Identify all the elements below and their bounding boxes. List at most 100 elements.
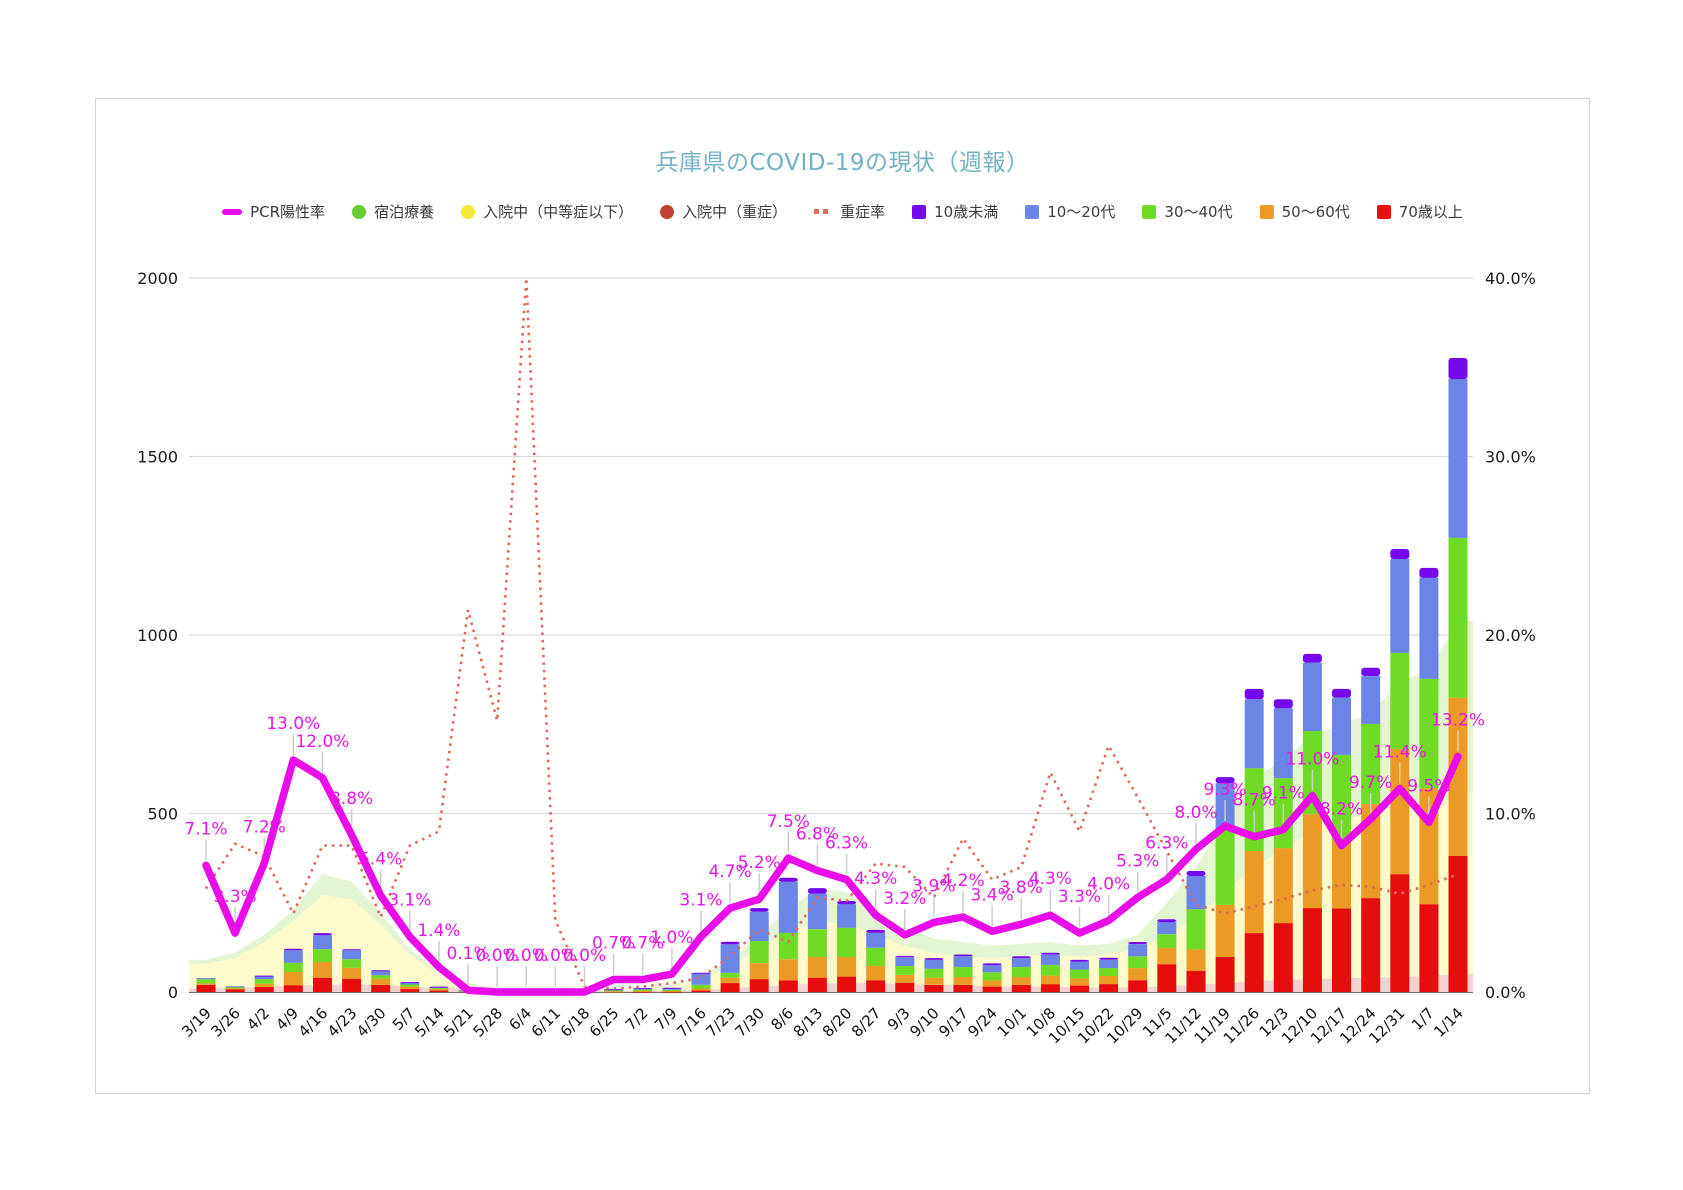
bar-segment[interactable] <box>196 978 216 980</box>
bar-segment[interactable] <box>982 986 1002 992</box>
bar-segment[interactable] <box>1099 959 1119 969</box>
bar-segment[interactable] <box>1390 549 1410 559</box>
bar-segment[interactable] <box>1040 975 1060 985</box>
bar-segment[interactable] <box>371 975 391 979</box>
bar-segment[interactable] <box>1011 977 1031 985</box>
bar-segment[interactable] <box>691 984 711 989</box>
bar-segment[interactable] <box>749 979 769 992</box>
bar-segment[interactable] <box>1332 697 1351 755</box>
bar-segment[interactable] <box>371 978 391 985</box>
legend-item-0[interactable]: PCR陽性率 <box>222 201 325 222</box>
bar-segment[interactable] <box>1011 958 1031 967</box>
bar-segment[interactable] <box>1419 678 1439 789</box>
bar-segment[interactable] <box>1448 856 1468 992</box>
bar-segment[interactable] <box>662 989 682 991</box>
bar-segment[interactable] <box>1332 840 1351 909</box>
bar-segment[interactable] <box>1215 777 1235 784</box>
bar-segment[interactable] <box>313 962 332 978</box>
legend-item-9[interactable]: 70歳以上 <box>1376 201 1463 222</box>
bar-segment[interactable] <box>662 990 682 992</box>
bar-segment[interactable] <box>691 972 711 974</box>
bar-segment[interactable] <box>1070 985 1089 992</box>
bar-segment[interactable] <box>807 957 827 978</box>
bar-segment[interactable] <box>1244 699 1264 769</box>
bar-segment[interactable] <box>1390 652 1410 749</box>
bar-segment[interactable] <box>342 959 362 968</box>
bar-segment[interactable] <box>1244 688 1264 700</box>
bar-segment[interactable] <box>633 989 653 991</box>
bar-segment[interactable] <box>1128 942 1148 945</box>
bar-segment[interactable] <box>1273 699 1293 709</box>
bar-segment[interactable] <box>254 987 274 992</box>
bar-segment[interactable] <box>895 982 915 992</box>
legend-item-2[interactable]: 入院中（中等症以下） <box>461 201 633 222</box>
bar-segment[interactable] <box>225 989 245 992</box>
bar-segment[interactable] <box>837 904 857 928</box>
bar-segment[interactable] <box>254 975 274 980</box>
bar-segment[interactable] <box>924 977 944 985</box>
bar-segment[interactable] <box>633 988 653 990</box>
bar-segment[interactable] <box>1273 923 1293 992</box>
bar-segment[interactable] <box>1361 898 1381 992</box>
bar-segment[interactable] <box>924 959 944 969</box>
bar-segment[interactable] <box>1011 967 1031 977</box>
bar-segment[interactable] <box>924 968 944 978</box>
bar-segment[interactable] <box>604 990 624 992</box>
bar-segment[interactable] <box>633 991 653 993</box>
bar-segment[interactable] <box>720 983 740 992</box>
bar-segment[interactable] <box>1128 944 1148 957</box>
bar-segment[interactable] <box>662 991 682 993</box>
bar-segment[interactable] <box>837 927 857 957</box>
bar-segment[interactable] <box>371 984 391 992</box>
bar-segment[interactable] <box>1186 876 1206 910</box>
bar-segment[interactable] <box>1040 952 1060 955</box>
bar-segment[interactable] <box>342 949 362 951</box>
bar-segment[interactable] <box>1390 874 1410 992</box>
bar-segment[interactable] <box>895 957 915 966</box>
bar-segment[interactable] <box>429 990 449 992</box>
bar-segment[interactable] <box>1302 653 1322 663</box>
bar-segment[interactable] <box>1157 948 1177 965</box>
bar-segment[interactable] <box>604 989 624 991</box>
bar-segment[interactable] <box>1244 851 1264 934</box>
bar-segment[interactable] <box>1099 984 1119 992</box>
bar-segment[interactable] <box>866 965 886 981</box>
bar-segment[interactable] <box>1040 954 1060 965</box>
bar-segment[interactable] <box>313 935 332 950</box>
bar-segment[interactable] <box>1361 723 1381 804</box>
bar-segment[interactable] <box>1157 934 1177 949</box>
bar-segment[interactable] <box>720 977 740 984</box>
bar-segment[interactable] <box>720 972 740 978</box>
bar-segment[interactable] <box>720 941 740 945</box>
bar-segment[interactable] <box>283 948 303 951</box>
bar-segment[interactable] <box>982 963 1002 966</box>
bar-segment[interactable] <box>837 976 857 992</box>
bar-segment[interactable] <box>778 877 798 882</box>
bar-segment[interactable] <box>313 949 332 963</box>
bar-segment[interactable] <box>1302 814 1322 909</box>
bar-segment[interactable] <box>283 972 303 986</box>
bar-segment[interactable] <box>1448 379 1468 538</box>
bar-segment[interactable] <box>1070 959 1089 962</box>
bar-segment[interactable] <box>254 975 274 977</box>
bar-segment[interactable] <box>342 950 362 960</box>
bar-segment[interactable] <box>1361 667 1381 676</box>
bar-segment[interactable] <box>283 950 303 963</box>
bar-segment[interactable] <box>662 988 682 990</box>
bar-segment[interactable] <box>1332 688 1351 698</box>
bar-segment[interactable] <box>749 963 769 980</box>
bar-segment[interactable] <box>807 977 827 992</box>
bar-segment[interactable] <box>1099 968 1119 976</box>
bar-segment[interactable] <box>778 932 798 960</box>
bar-segment[interactable] <box>749 911 769 941</box>
bar-segment[interactable] <box>982 972 1002 981</box>
bar-segment[interactable] <box>400 984 420 987</box>
bar-segment[interactable] <box>691 973 711 985</box>
bar-segment[interactable] <box>400 986 420 990</box>
bar-segment[interactable] <box>604 991 624 993</box>
bar-segment[interactable] <box>1448 537 1468 698</box>
legend-item-6[interactable]: 10〜20代 <box>1025 201 1115 222</box>
legend-item-8[interactable]: 50〜60代 <box>1259 201 1350 222</box>
bar-segment[interactable] <box>895 974 915 983</box>
bar-segment[interactable] <box>1419 904 1439 992</box>
